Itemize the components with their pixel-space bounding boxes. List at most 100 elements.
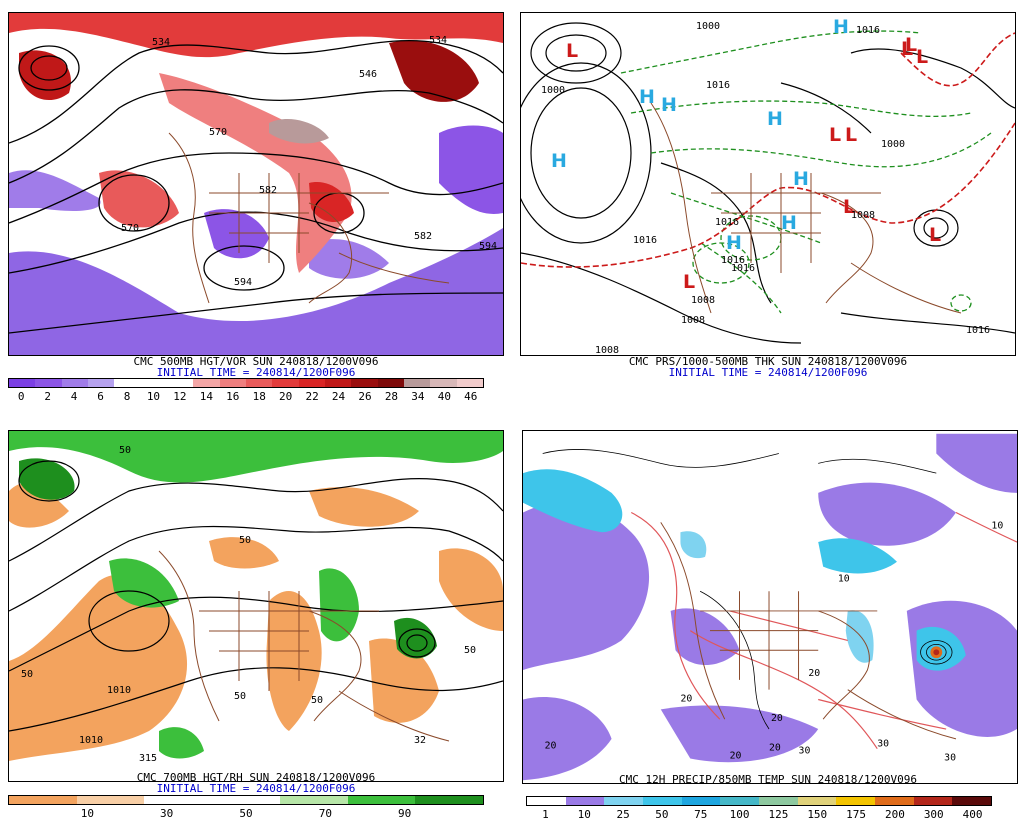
contour-label: 594 xyxy=(479,241,497,252)
contour-label: 570 xyxy=(121,223,139,234)
temp-label: 20 xyxy=(771,713,783,724)
colorbar-swatch xyxy=(144,796,213,804)
colorbar-label: 200 xyxy=(884,808,905,821)
contour-label: 570 xyxy=(209,127,227,138)
colorbar-swatch xyxy=(681,797,721,805)
isobar-label: 1000 xyxy=(881,139,905,150)
isobar-label: 1016 xyxy=(721,255,745,266)
low-pressure-symbol: L xyxy=(829,124,841,146)
colorbar-label: 14 xyxy=(199,390,213,403)
colorbar-swatch xyxy=(351,379,378,387)
map-frame: 1010 1010 315 50 50 50 50 50 32 50 xyxy=(8,430,504,782)
low-pressure-symbol: L xyxy=(683,271,695,293)
low-pressure-symbol: L xyxy=(845,124,857,146)
colorbar xyxy=(526,796,992,806)
isobar-label: 1000 xyxy=(541,85,565,96)
colorbar-label: 12 xyxy=(173,390,187,403)
colorbar-swatch xyxy=(952,797,992,805)
high-pressure-symbol: H xyxy=(833,16,849,38)
colorbar-swatch xyxy=(166,379,194,387)
panel-title: CMC 700MB HGT/RH SUN 240818/1200V096 xyxy=(136,771,376,784)
contour-label: 582 xyxy=(414,231,432,242)
contour-label: 582 xyxy=(259,185,277,196)
colorbar-label: 25 xyxy=(616,808,630,821)
isobar-label: 1016 xyxy=(966,325,990,336)
contour-label: 50 xyxy=(119,445,131,456)
isobar-label: 1016 xyxy=(731,263,755,274)
initial-time: INITIAL TIME = 240814/1200F096 xyxy=(668,366,868,379)
colorbar-swatch xyxy=(35,379,62,387)
colorbar-label: 10 xyxy=(146,390,161,403)
vorticity-map: 534 534 546 570 582 570 582 594 594 xyxy=(9,13,503,355)
map-frame: H L L H H H H H L L L H L L H L L 1000 1… xyxy=(520,12,1016,356)
colorbar-swatch xyxy=(9,379,36,387)
isobar-label: 1008 xyxy=(595,345,619,355)
panel-title: CMC 500MB HGT/VOR SUN 240818/1200V096 xyxy=(133,355,379,368)
temp-label: 10 xyxy=(838,573,850,584)
panel-title: CMC 12H PRECIP/850MB TEMP SUN 240818/120… xyxy=(618,773,917,786)
colorbar-swatch xyxy=(193,379,220,387)
low-pressure-symbol: L xyxy=(929,224,941,246)
contour-label: 50 xyxy=(21,669,33,680)
isobar-label: 1016 xyxy=(715,217,739,228)
colorbar-swatch xyxy=(565,797,605,805)
colorbar-swatch xyxy=(114,379,141,387)
low-pressure-symbol: L xyxy=(905,34,917,56)
high-pressure-symbol: H xyxy=(551,150,567,172)
colorbar xyxy=(8,795,484,805)
colorbar-label: 30 xyxy=(160,807,174,820)
colorbar-swatch xyxy=(456,379,483,387)
pressure-map: H L L H H H H H L L L H L L H L L 1000 1… xyxy=(521,13,1015,355)
isobar-label: 1008 xyxy=(851,210,875,221)
isobar-label: 1016 xyxy=(856,25,880,36)
colorbar-swatch xyxy=(219,379,246,387)
temp-label: 30 xyxy=(877,739,889,750)
colorbar-label: 10 xyxy=(577,808,591,821)
contour-label: 32 xyxy=(414,735,426,746)
contour-label: 315 xyxy=(139,753,157,764)
colorbar-label: 20 xyxy=(279,390,293,403)
colorbar-swatch xyxy=(298,379,325,387)
temp-label: 20 xyxy=(769,743,781,754)
colorbar-swatch xyxy=(797,797,837,805)
colorbar-swatch xyxy=(9,796,77,804)
colorbar-label: 18 xyxy=(252,390,266,403)
humidity-map: 1010 1010 315 50 50 50 50 50 32 50 xyxy=(9,431,503,781)
initial-time: INITIAL TIME = 240814/1200F096 xyxy=(156,782,356,795)
temp-label: 20 xyxy=(730,751,742,762)
colorbar-swatch xyxy=(415,796,484,804)
colorbar-label: 175 xyxy=(846,808,867,821)
low-pressure-symbol: L xyxy=(916,46,928,68)
high-pressure-symbol: H xyxy=(793,168,809,190)
map-frame: 20 20 20 30 30 20 10 10 30 20 20 xyxy=(522,430,1018,784)
colorbar-swatch xyxy=(245,379,273,387)
colorbar-swatch xyxy=(347,796,416,804)
contour-label: 534 xyxy=(429,35,447,46)
initial-time: INITIAL TIME = 240814/1200F096 xyxy=(156,366,356,379)
colorbar xyxy=(8,378,484,388)
contour-label: 1010 xyxy=(79,735,103,746)
isobar-label: 1016 xyxy=(706,80,730,91)
colorbar-label: 70 xyxy=(318,807,332,820)
colorbar-swatch xyxy=(279,796,348,804)
colorbar-swatch xyxy=(720,797,760,805)
panel-precip-850mb-temp: 20 20 20 30 30 20 10 10 30 20 20 CMC 12H… xyxy=(512,410,1024,820)
colorbar-label: 34 xyxy=(411,390,425,403)
precip-map: 20 20 20 30 30 20 10 10 30 20 20 xyxy=(523,433,1017,781)
colorbar-label: 26 xyxy=(358,390,372,403)
contour-label: 1010 xyxy=(107,685,131,696)
isobar-label: 1008 xyxy=(691,295,715,306)
isobar-label: 1008 xyxy=(681,315,705,326)
colorbar-swatch xyxy=(87,379,115,387)
colorbar-swatch xyxy=(875,797,914,805)
colorbar-swatch xyxy=(913,797,953,805)
contour-label: 50 xyxy=(239,535,251,546)
colorbar-labels: 10 30 50 70 90 xyxy=(8,808,484,820)
colorbar-labels: 1 10 25 50 75 100 125 150 175 200 300 400 xyxy=(526,809,992,821)
colorbar-swatch xyxy=(527,797,566,805)
high-pressure-symbol: H xyxy=(781,212,797,234)
colorbar-label: 22 xyxy=(305,390,319,403)
colorbar-swatch xyxy=(76,796,145,804)
colorbar-label: 2 xyxy=(44,390,51,403)
colorbar-label: 10 xyxy=(80,807,94,820)
